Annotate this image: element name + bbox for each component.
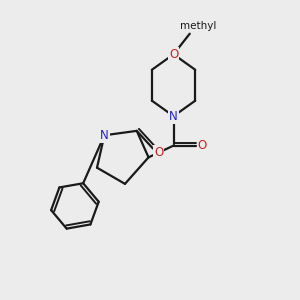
Text: O: O xyxy=(169,48,178,61)
Text: O: O xyxy=(197,139,207,152)
Text: O: O xyxy=(154,146,164,159)
Text: N: N xyxy=(100,129,109,142)
Text: methyl: methyl xyxy=(180,21,217,31)
Text: N: N xyxy=(169,110,178,123)
